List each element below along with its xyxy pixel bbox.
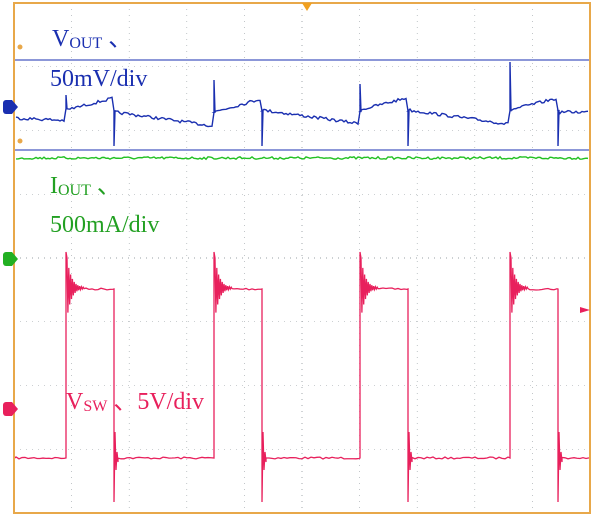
vout-upper-marker [17,44,23,50]
iout-channel-marker [3,252,18,266]
vout-channel-marker [3,100,18,114]
vsw-channel-marker [3,402,18,416]
trigger-position-marker [302,3,312,11]
vout-trace [15,61,589,147]
vsw-trace [14,251,590,503]
vout-label: VOUT、 [52,26,132,52]
vout-lower-marker [17,138,23,144]
vout-scale-label: 50mV/div [50,66,147,92]
trigger-level-marker [580,307,590,313]
iout-label: IOUT、 [50,173,121,199]
vsw-label: VSW 、5V/div [66,389,204,415]
iout-scale-label: 500mA/div [50,212,159,238]
iout-trace [15,155,589,161]
scope-grid [14,3,590,513]
